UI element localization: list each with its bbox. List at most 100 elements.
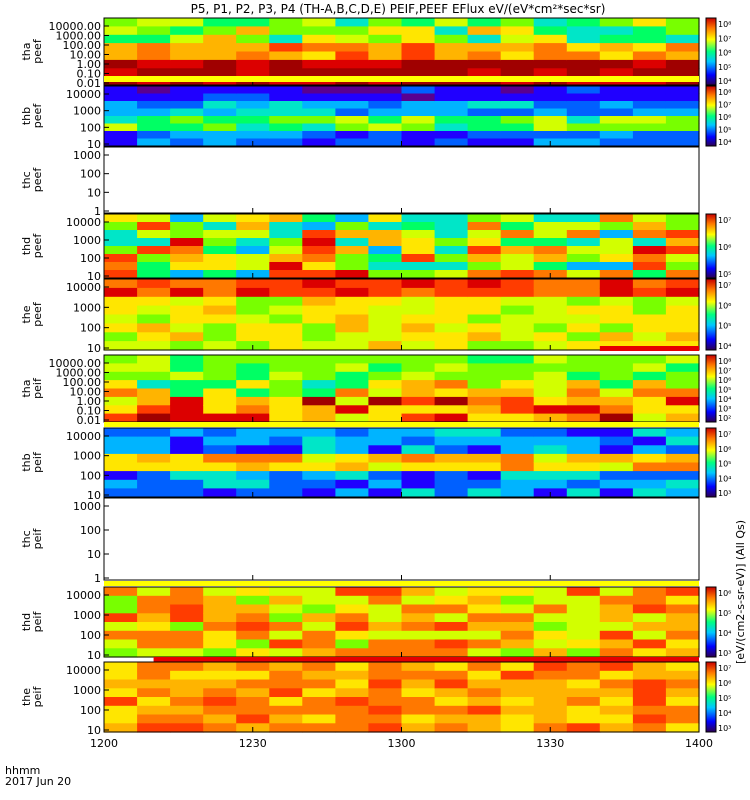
- heatmap-cell: [203, 116, 237, 125]
- heatmap-cell: [632, 670, 667, 681]
- heatmap-cell: [401, 34, 436, 44]
- heatmap-cell: [368, 380, 403, 390]
- heatmap-cell: [566, 270, 601, 279]
- y-axis-label: peef: [31, 103, 44, 129]
- heatmap-cell: [335, 296, 370, 307]
- y-axis-label: tha: [20, 379, 33, 397]
- y-axis-label: thb: [20, 107, 33, 125]
- heatmap-cell: [203, 670, 237, 681]
- y-tick-label: 100: [80, 168, 101, 181]
- heatmap-cell: [368, 101, 403, 110]
- heatmap-cell: [434, 705, 469, 716]
- heatmap-cell: [566, 622, 601, 632]
- heatmap-cell: [104, 648, 138, 658]
- heatmap-cell: [170, 604, 204, 614]
- heatmap-cell: [401, 453, 436, 464]
- heatmap-cell: [104, 222, 138, 231]
- heatmap-cell: [335, 630, 370, 641]
- heatmap-cell: [533, 436, 568, 446]
- heatmap-cell: [236, 371, 270, 381]
- heatmap-cell: [236, 679, 270, 689]
- heatmap-cell: [599, 108, 634, 117]
- heatmap-cell: [236, 604, 270, 614]
- heatmap-cell: [269, 26, 303, 36]
- heatmap-cell: [368, 604, 403, 614]
- heatmap-cell: [467, 59, 502, 69]
- heatmap-cell: [566, 662, 601, 672]
- heatmap-cell: [566, 355, 601, 364]
- heatmap-cell: [203, 51, 237, 61]
- heatmap-cell: [434, 697, 469, 707]
- heatmap-cell: [434, 86, 469, 95]
- heatmap-cell: [170, 388, 204, 398]
- colorbar-tick-label: 10⁴: [718, 474, 731, 483]
- heatmap-cell: [467, 648, 502, 658]
- heatmap-cell: [368, 238, 403, 247]
- heatmap-cell: [599, 453, 634, 464]
- heatmap-cell: [302, 43, 336, 53]
- heatmap-cell: [269, 670, 303, 681]
- heatmap-cell: [104, 246, 138, 255]
- heatmap-cell: [335, 622, 370, 632]
- heatmap-cell: [302, 670, 336, 681]
- heatmap-cell: [599, 622, 634, 632]
- heatmap-cell: [500, 305, 535, 316]
- heatmap-cell: [137, 488, 171, 498]
- heatmap-cell: [104, 697, 138, 707]
- heatmap-cell: [566, 279, 601, 289]
- heatmap-cell: [401, 639, 436, 649]
- heatmap-cell: [434, 296, 469, 307]
- heatmap-the_peif: [104, 662, 700, 733]
- heatmap-cell: [632, 622, 667, 632]
- heatmap-cell: [500, 355, 535, 364]
- heatmap-cell: [500, 101, 535, 110]
- heatmap-cell: [467, 254, 502, 263]
- heatmap-cell: [137, 93, 171, 102]
- heatmap-cell: [467, 622, 502, 632]
- heatmap-cell: [236, 471, 270, 481]
- heatmap-cell: [104, 123, 138, 132]
- heatmap-cell: [599, 230, 634, 239]
- heatmap-tha_peef: [104, 18, 700, 86]
- heatmap-cell: [104, 323, 138, 333]
- heatmap-cell: [533, 639, 568, 649]
- heatmap-cell: [665, 59, 700, 69]
- heatmap-cell: [401, 396, 436, 406]
- heatmap-cell: [104, 488, 138, 498]
- heatmap-cell: [467, 279, 502, 289]
- heatmap-cell: [335, 697, 370, 707]
- heatmap-cell: [302, 238, 336, 247]
- heatmap-cell: [368, 648, 403, 658]
- heatmap-cell: [632, 43, 667, 53]
- heatmap-cell: [335, 363, 370, 373]
- heatmap-cell: [665, 363, 700, 373]
- heatmap-cell: [533, 305, 568, 316]
- heatmap-cell: [104, 670, 138, 681]
- heatmap-cell: [302, 26, 336, 36]
- heatmap-cell: [104, 34, 138, 44]
- heatmap-cell: [566, 396, 601, 406]
- y-tick-label: 10: [87, 724, 101, 737]
- heatmap-cell: [500, 604, 535, 614]
- flag-bar-red: [153, 657, 700, 662]
- heatmap-cell: [302, 116, 336, 125]
- heatmap-cell: [434, 488, 469, 498]
- heatmap-cell: [599, 86, 634, 95]
- heatmap-cell: [368, 59, 403, 69]
- heatmap-cell: [302, 428, 336, 438]
- heatmap-cell: [599, 479, 634, 489]
- heatmap-cell: [335, 59, 370, 69]
- time-axis-label: hhmm: [5, 764, 40, 777]
- heatmap-cell: [104, 355, 138, 364]
- heatmap-cell: [632, 18, 667, 27]
- heatmap-cell: [599, 396, 634, 406]
- heatmap-cell: [533, 68, 568, 78]
- heatmap-cell: [467, 488, 502, 498]
- heatmap-cell: [632, 26, 667, 36]
- heatmap-the_peef: [104, 279, 700, 351]
- heatmap-cell: [665, 413, 700, 423]
- y-tick-label: 10: [87, 342, 101, 355]
- heatmap-cell: [566, 51, 601, 61]
